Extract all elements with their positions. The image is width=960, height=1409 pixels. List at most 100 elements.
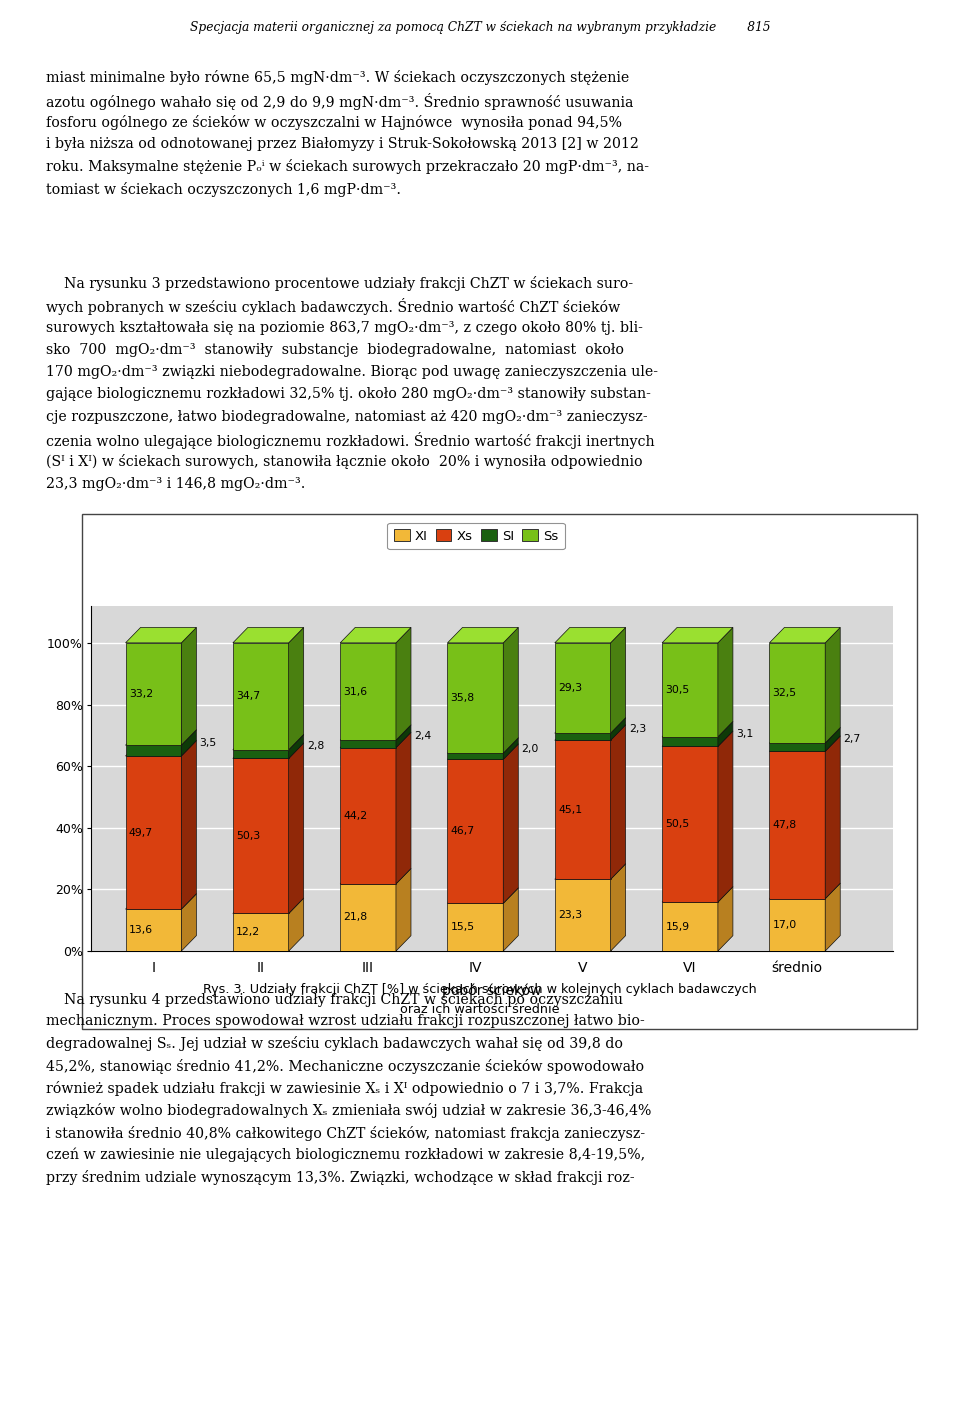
Polygon shape [181,627,197,745]
Text: 170 mgO₂·dm⁻³ związki niebodegradowalne. Biorąc pod uwagę zanieczyszczenia ule-: 170 mgO₂·dm⁻³ związki niebodegradowalne.… [46,365,659,379]
Bar [555,733,611,740]
Text: 29,3: 29,3 [558,683,582,693]
Text: degradowalnej Sₛ. Jej udział w sześciu cyklach badawczych wahał się od 39,8 do: degradowalnej Sₛ. Jej udział w sześciu c… [46,1037,623,1051]
Polygon shape [289,627,303,750]
Bar [340,643,396,740]
Text: Specjacja materii organicznej za pomocą ChZT w ściekach na wybranym przykładzie : Specjacja materii organicznej za pomocą … [190,21,770,34]
Text: sko  700  mgO₂·dm⁻³  stanowiły  substancje  biodegradowalne,  natomiast  około: sko 700 mgO₂·dm⁻³ stanowiły substancje b… [46,342,624,356]
Polygon shape [233,743,303,758]
Polygon shape [769,735,840,751]
Bar [233,643,289,750]
Text: 47,8: 47,8 [773,820,797,830]
Bar [340,748,396,883]
Bar [447,754,503,759]
Text: 30,5: 30,5 [665,685,689,695]
Bar [555,879,611,951]
Polygon shape [396,627,411,740]
Text: Na rysunku 3 przedstawiono procentowe udziały frakcji ChZT w ściekach suro-: Na rysunku 3 przedstawiono procentowe ud… [46,276,634,292]
Text: 32,5: 32,5 [773,688,797,697]
Polygon shape [662,731,732,747]
Text: wych pobranych w sześciu cyklach badawczych. Średnio wartość ChZT ścieków: wych pobranych w sześciu cyklach badawcz… [46,299,620,316]
Text: 3,1: 3,1 [736,728,754,738]
Text: oraz ich wartości średnie: oraz ich wartości średnie [400,1003,560,1016]
Text: 34,7: 34,7 [236,692,260,702]
Text: 46,7: 46,7 [450,826,475,837]
Polygon shape [289,734,303,758]
Polygon shape [555,724,626,740]
Text: 21,8: 21,8 [344,913,368,923]
Bar [769,899,826,951]
Text: 17,0: 17,0 [773,920,797,930]
Polygon shape [233,734,303,750]
Polygon shape [233,898,303,913]
Bar [662,902,718,951]
Polygon shape [826,735,840,899]
Polygon shape [126,730,197,745]
Polygon shape [340,868,411,883]
Text: miast minimalne było równe 65,5 mgN·dm⁻³. W ściekach oczyszczonych stężenie: miast minimalne było równe 65,5 mgN·dm⁻³… [46,70,630,86]
Polygon shape [233,627,303,643]
Text: gające biologicznemu rozkładowi 32,5% tj. około 280 mgO₂·dm⁻³ stanowiły substan-: gające biologicznemu rozkładowi 32,5% tj… [46,387,651,402]
Bar [769,743,826,751]
Polygon shape [181,730,197,757]
Bar [126,757,181,909]
Text: 44,2: 44,2 [344,810,368,821]
Text: i stanowiła średnio 40,8% całkowitego ChZT ścieków, natomiast frakcja zanieczysz: i stanowiła średnio 40,8% całkowitego Ch… [46,1126,645,1140]
Polygon shape [662,886,732,902]
Polygon shape [447,888,518,903]
Text: 33,2: 33,2 [129,689,153,699]
Text: 2,3: 2,3 [629,724,646,734]
Polygon shape [826,883,840,951]
Polygon shape [181,741,197,909]
Text: roku. Maksymalne stężenie Pₒⁱ w ściekach surowych przekraczało 20 mgP·dm⁻³, na-: roku. Maksymalne stężenie Pₒⁱ w ściekach… [46,159,649,175]
Polygon shape [503,738,518,759]
Bar [662,737,718,747]
Text: związków wolno biodegradowalnych Xₛ zmieniała swój udział w zakresie 36,3-46,4%: związków wolno biodegradowalnych Xₛ zmie… [46,1103,652,1119]
Polygon shape [126,893,197,909]
Polygon shape [611,717,626,740]
Bar [340,883,396,951]
Polygon shape [396,724,411,748]
Polygon shape [396,868,411,951]
Polygon shape [396,733,411,883]
Bar [340,740,396,748]
Polygon shape [718,721,732,747]
Text: i była niższa od odnotowanej przez Białomyzy i Struk-Sokołowską 2013 [2] w 2012: i była niższa od odnotowanej przez Biało… [46,137,639,151]
Text: 31,6: 31,6 [344,686,368,696]
Bar [233,750,289,758]
Text: 50,3: 50,3 [236,831,260,841]
Polygon shape [289,898,303,951]
Text: 45,2%, stanowiąc średnio 41,2%. Mechaniczne oczyszczanie ścieków spowodowało: 45,2%, stanowiąc średnio 41,2%. Mechanic… [46,1058,644,1074]
Text: Na rysunku 4 przedstawiono udziały frakcji ChZT w ściekach po oczyszczaniu: Na rysunku 4 przedstawiono udziały frakc… [46,992,623,1007]
Bar [447,903,503,951]
Bar [662,747,718,902]
Polygon shape [826,727,840,751]
Bar [447,643,503,754]
Text: 15,9: 15,9 [665,921,689,931]
Polygon shape [769,727,840,743]
Bar [126,643,181,745]
Polygon shape [718,886,732,951]
Polygon shape [503,627,518,754]
Polygon shape [718,731,732,902]
Polygon shape [769,627,840,643]
Bar [769,643,826,743]
Text: również spadek udziału frakcji w zawiesinie Xₛ i Xᴵ odpowiednio o 7 i 3,7%. Frak: również spadek udziału frakcji w zawiesi… [46,1081,643,1096]
Polygon shape [555,717,626,733]
Polygon shape [340,724,411,740]
Bar [662,643,718,737]
Polygon shape [447,627,518,643]
Text: (Sᴵ i Xᴵ) w ściekach surowych, stanowiła łącznie około  20% i wynosiła odpowiedn: (Sᴵ i Xᴵ) w ściekach surowych, stanowiła… [46,454,642,469]
Text: surowych kształtowała się na poziomie 863,7 mgO₂·dm⁻³, z czego około 80% tj. bli: surowych kształtowała się na poziomie 86… [46,321,643,335]
Text: 3,5: 3,5 [200,738,217,748]
Text: 2,8: 2,8 [307,741,324,751]
Polygon shape [662,721,732,737]
Text: 35,8: 35,8 [450,693,475,703]
X-axis label: pobór ścieków: pobór ścieków [443,983,541,999]
Polygon shape [181,893,197,951]
Bar [769,751,826,899]
Text: 12,2: 12,2 [236,927,260,937]
Polygon shape [503,888,518,951]
Text: 49,7: 49,7 [129,827,153,837]
Text: przy średnim udziale wynoszącym 13,3%. Związki, wchodzące w skład frakcji roz-: przy średnim udziale wynoszącym 13,3%. Z… [46,1169,635,1185]
